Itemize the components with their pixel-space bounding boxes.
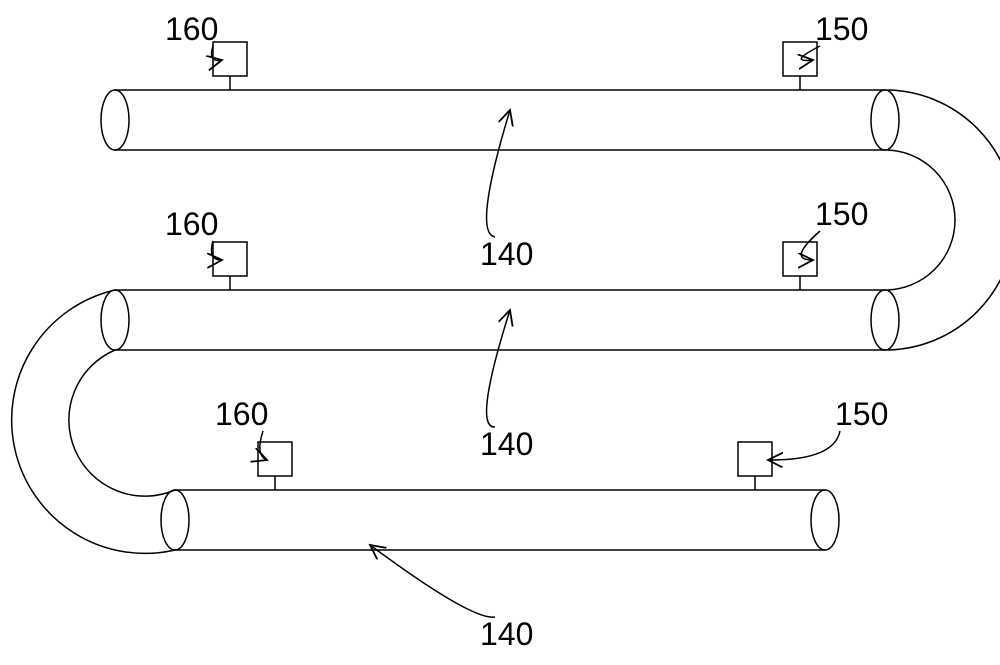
- label-tube: 140: [370, 545, 533, 652]
- label-sensor-left: 160: [215, 396, 268, 460]
- label-text: 160: [165, 206, 218, 242]
- label-text: 140: [480, 236, 533, 272]
- label-text: 160: [165, 11, 218, 47]
- sensor: [783, 42, 817, 90]
- tube-segment: [101, 90, 885, 150]
- label-tube: 140: [480, 310, 533, 462]
- label-text: 140: [480, 426, 533, 462]
- sensor: [738, 442, 772, 490]
- label-text: 150: [815, 11, 868, 47]
- label-text: 160: [215, 396, 268, 432]
- tube-segment: [175, 490, 839, 550]
- label-text: 140: [480, 616, 533, 652]
- label-text: 150: [835, 396, 888, 432]
- label-sensor-right: 150: [801, 196, 868, 260]
- label-sensor-right: 150: [768, 396, 888, 460]
- sensor: [213, 42, 247, 90]
- label-tube: 140: [480, 110, 533, 272]
- tube-elbow: [12, 290, 189, 553]
- sensor: [258, 442, 292, 490]
- label-text: 150: [815, 196, 868, 232]
- sensor: [783, 242, 817, 290]
- label-sensor-right: 150: [801, 11, 868, 60]
- tube-elbow: [871, 90, 1000, 350]
- sensor: [213, 242, 247, 290]
